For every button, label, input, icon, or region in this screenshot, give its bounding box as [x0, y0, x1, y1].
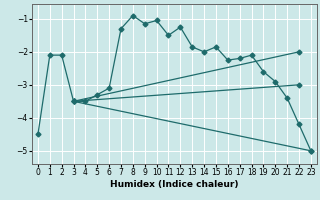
X-axis label: Humidex (Indice chaleur): Humidex (Indice chaleur) [110, 180, 239, 189]
